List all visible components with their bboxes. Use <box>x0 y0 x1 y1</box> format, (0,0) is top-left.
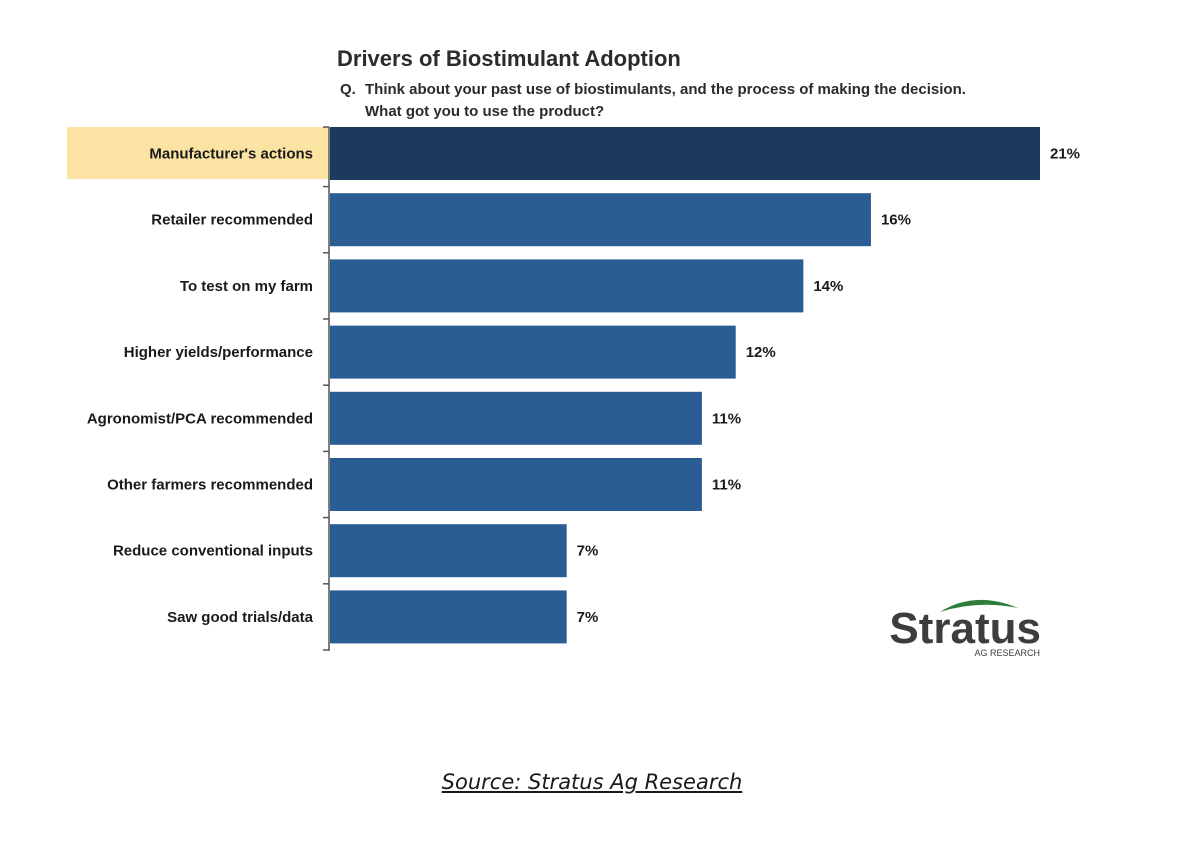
category-label: Other farmers recommended <box>107 477 313 494</box>
bar-5 <box>330 458 702 511</box>
logo-arc-icon <box>940 599 1018 612</box>
value-label: 14% <box>813 278 843 295</box>
category-label: Saw good trials/data <box>167 609 314 626</box>
bar-1 <box>330 193 871 247</box>
value-label: 12% <box>746 344 776 361</box>
logo-subtitle: AG RESEARCH <box>974 648 1040 658</box>
value-label: 11% <box>712 410 741 427</box>
value-label: 16% <box>881 212 911 229</box>
highlight-label-background <box>67 127 329 179</box>
category-label: To test on my farm <box>180 278 313 295</box>
logo-name: Stratus <box>889 604 1041 653</box>
category-label: Manufacturer's actions <box>149 146 313 163</box>
bar-4 <box>330 391 702 445</box>
bar-0 <box>330 127 1040 180</box>
question-prefix: Q. <box>340 81 356 98</box>
question-line-2: What got you to use the product? <box>365 103 604 120</box>
y-axis-ticks <box>323 126 329 651</box>
value-label: 21% <box>1050 146 1080 163</box>
value-label: 7% <box>577 609 599 626</box>
value-label: 11% <box>712 477 741 494</box>
bar-2 <box>330 259 804 313</box>
bar-3 <box>330 325 736 379</box>
category-label: Reduce conventional inputs <box>113 543 313 560</box>
source-citation: Source: Stratus Ag Research <box>441 770 743 794</box>
value-label: 7% <box>577 543 599 560</box>
chart-title: Drivers of Biostimulant Adoption <box>337 46 681 71</box>
category-label: Agronomist/PCA recommended <box>87 410 313 427</box>
question-line-1: Think about your past use of biostimulan… <box>365 81 966 98</box>
stratus-logo: Stratus AG RESEARCH <box>889 599 1041 658</box>
category-label: Retailer recommended <box>151 212 313 229</box>
bars-group: Manufacturer's actions 21% Retailer recomm… <box>87 127 1080 644</box>
bar-6 <box>330 524 567 578</box>
category-label: Higher yields/performance <box>124 344 313 361</box>
bar-7 <box>330 590 567 644</box>
